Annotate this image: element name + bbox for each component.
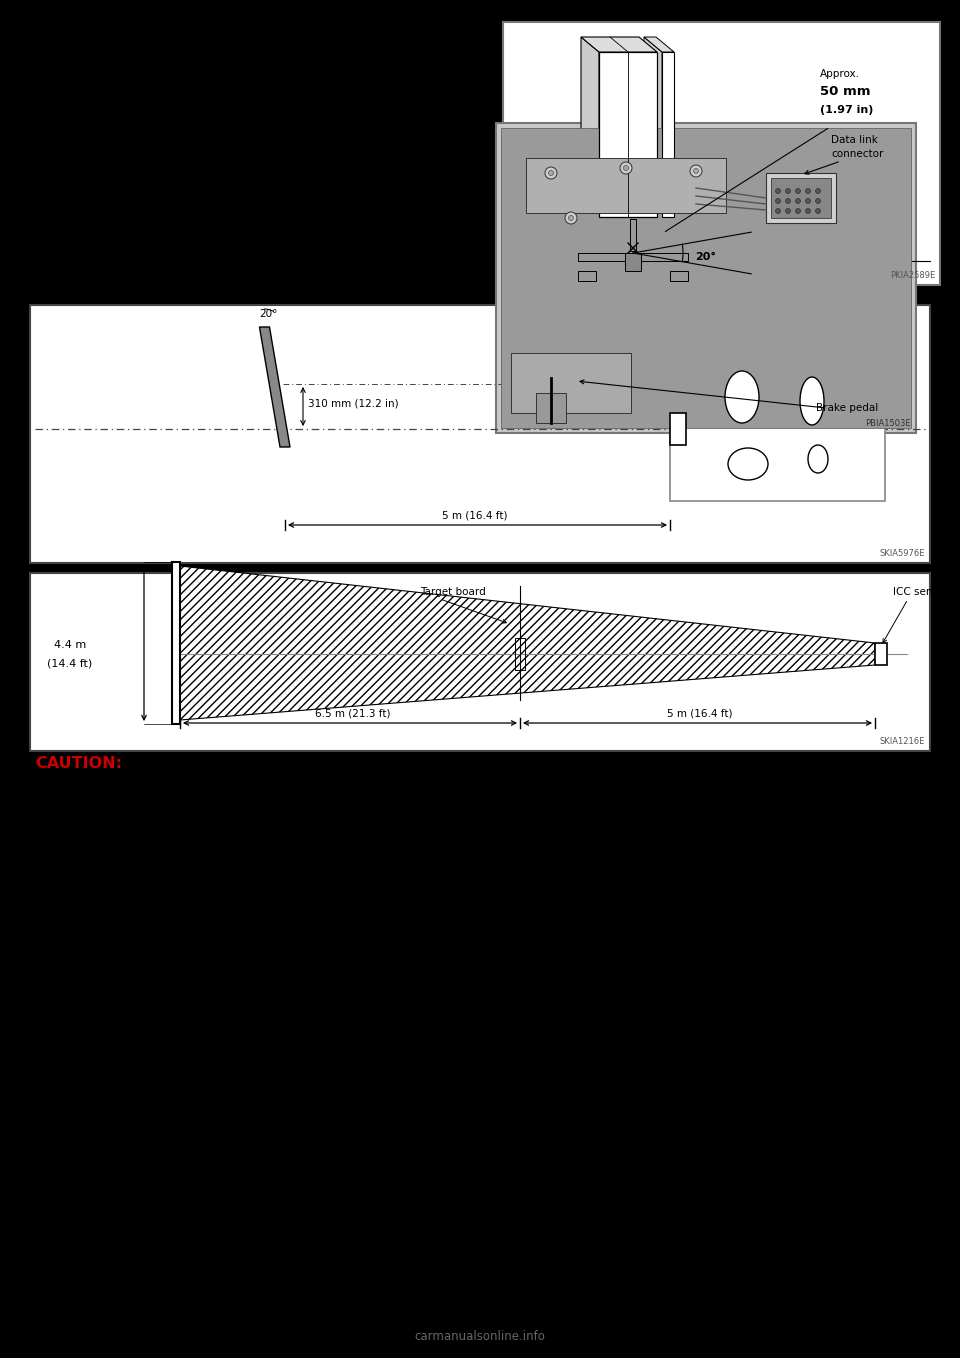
- Text: 310 mm (12.2 in): 310 mm (12.2 in): [308, 399, 398, 409]
- Polygon shape: [644, 37, 662, 217]
- Bar: [501, 128, 911, 428]
- Bar: [599, 52, 657, 217]
- Bar: [670, 413, 686, 445]
- Circle shape: [776, 189, 780, 193]
- Bar: [515, 638, 525, 669]
- Bar: [766, 172, 836, 223]
- Bar: [875, 642, 887, 665]
- Bar: [578, 253, 688, 261]
- Ellipse shape: [808, 445, 828, 473]
- Text: 5 m (16.4 ft): 5 m (16.4 ft): [442, 511, 508, 520]
- Ellipse shape: [800, 378, 824, 425]
- Circle shape: [815, 198, 821, 204]
- Ellipse shape: [728, 448, 768, 479]
- Bar: [625, 253, 641, 272]
- Text: 20°: 20°: [695, 253, 716, 262]
- Circle shape: [693, 168, 699, 174]
- Bar: [526, 158, 726, 213]
- Circle shape: [796, 198, 801, 204]
- Polygon shape: [581, 37, 599, 217]
- Text: PKIA2589E: PKIA2589E: [890, 272, 935, 280]
- Ellipse shape: [725, 371, 759, 422]
- Text: 5 m (16.4 ft): 5 m (16.4 ft): [667, 708, 732, 718]
- Text: PBIA1503E: PBIA1503E: [865, 420, 911, 428]
- Circle shape: [815, 209, 821, 213]
- Circle shape: [785, 198, 790, 204]
- Circle shape: [623, 166, 629, 171]
- Circle shape: [785, 209, 790, 213]
- Text: ICC sensor: ICC sensor: [893, 587, 948, 598]
- Circle shape: [805, 198, 810, 204]
- Text: 50 mm: 50 mm: [820, 86, 871, 98]
- Circle shape: [805, 209, 810, 213]
- Bar: [662, 52, 674, 217]
- Circle shape: [796, 209, 801, 213]
- Circle shape: [565, 212, 577, 224]
- Circle shape: [776, 209, 780, 213]
- Text: Brake pedal: Brake pedal: [816, 403, 878, 413]
- Circle shape: [545, 167, 557, 179]
- Text: Approx.: Approx.: [820, 69, 860, 79]
- Circle shape: [620, 162, 632, 174]
- Text: SKIA1216E: SKIA1216E: [879, 737, 925, 746]
- Bar: [670, 356, 885, 501]
- Bar: [578, 272, 596, 281]
- Circle shape: [805, 189, 810, 193]
- Text: (1.97 in): (1.97 in): [820, 105, 874, 115]
- Circle shape: [785, 189, 790, 193]
- Circle shape: [690, 166, 702, 177]
- Polygon shape: [581, 37, 657, 52]
- Bar: [771, 178, 831, 219]
- Bar: [511, 353, 631, 413]
- Circle shape: [776, 198, 780, 204]
- Text: (14.4 ft): (14.4 ft): [47, 659, 92, 668]
- Bar: [670, 272, 688, 281]
- Text: carmanualsonline.info: carmanualsonline.info: [415, 1329, 545, 1343]
- Circle shape: [815, 189, 821, 193]
- Polygon shape: [259, 327, 290, 447]
- Text: 6.5 m (21.3 ft): 6.5 m (21.3 ft): [315, 708, 391, 718]
- Polygon shape: [180, 566, 875, 720]
- Bar: [630, 219, 636, 251]
- Circle shape: [548, 171, 554, 175]
- Text: 4.4 m: 4.4 m: [54, 640, 86, 650]
- Circle shape: [796, 189, 801, 193]
- Bar: [536, 392, 566, 422]
- Bar: [30, 306, 930, 564]
- Circle shape: [568, 216, 573, 220]
- Bar: [503, 22, 940, 285]
- Bar: [496, 124, 916, 433]
- Bar: [30, 573, 930, 751]
- Text: Target board: Target board: [420, 587, 486, 598]
- Text: connector: connector: [831, 149, 883, 159]
- Text: 20°: 20°: [259, 310, 277, 319]
- Text: Data link: Data link: [831, 134, 877, 145]
- Polygon shape: [644, 37, 674, 52]
- Bar: [172, 562, 180, 724]
- Text: SKIA5976E: SKIA5976E: [879, 549, 925, 558]
- Text: CAUTION:: CAUTION:: [35, 756, 122, 771]
